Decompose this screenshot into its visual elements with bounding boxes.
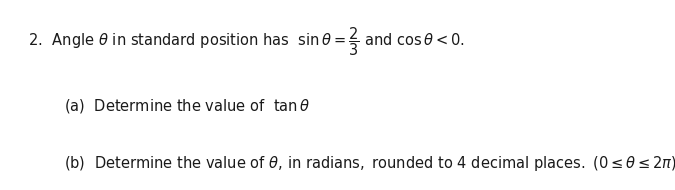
Text: $\mathsf{(b)\ \ Determine\ the\ value\ of}\ \mathit{\theta}\mathsf{,}\ \mathsf{i: $\mathsf{(b)\ \ Determine\ the\ value\ o… bbox=[64, 154, 675, 173]
Text: $\mathsf{2.}\enspace\mathsf{Angle}\ \mathit{\theta}\ \mathsf{in\ standard\ posit: $\mathsf{2.}\enspace\mathsf{Angle}\ \mat… bbox=[28, 25, 465, 58]
Text: $\mathsf{(a)\ \ Determine\ the\ value\ of}\ \ \mathsf{tan}\,\mathit{\theta}$: $\mathsf{(a)\ \ Determine\ the\ value\ o… bbox=[64, 97, 310, 115]
